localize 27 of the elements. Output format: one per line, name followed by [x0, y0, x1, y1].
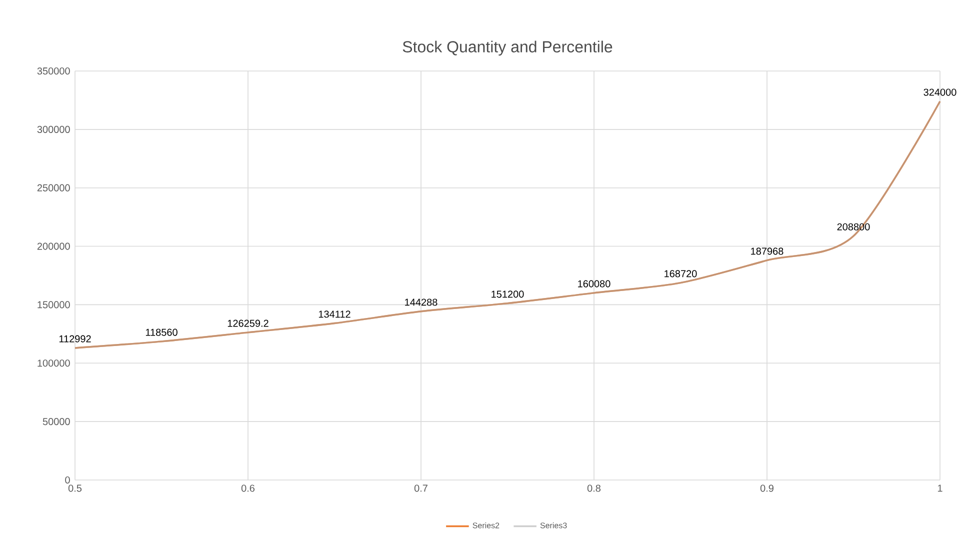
- data-label: 324000: [924, 88, 956, 96]
- legend-label: Series3: [540, 522, 567, 528]
- y-tick-label: 0: [65, 476, 70, 484]
- y-tick-label: 50000: [42, 418, 70, 426]
- data-label: 187968: [751, 248, 784, 255]
- x-tick-label: 1: [938, 484, 942, 492]
- x-tick-label: 0.7: [414, 484, 428, 492]
- y-tick-label: 350000: [37, 67, 70, 75]
- data-label: 118560: [146, 328, 178, 336]
- y-tick-label: 100000: [38, 360, 70, 367]
- y-tick-label: 300000: [37, 126, 70, 133]
- data-label: 134112: [318, 310, 350, 318]
- data-label: 112992: [59, 335, 91, 342]
- data-label: 160080: [578, 280, 610, 288]
- x-tick-label: 0.9: [760, 484, 774, 492]
- data-label: 151200: [492, 290, 524, 298]
- x-tick-label: 0.5: [68, 484, 82, 492]
- x-tick-label: 0.6: [241, 484, 255, 492]
- y-tick-label: 150000: [38, 301, 70, 308]
- x-tick-label: 0.8: [587, 484, 601, 492]
- data-label: 126259.2: [228, 320, 268, 327]
- y-tick-label: 250000: [37, 184, 70, 192]
- data-label: 168720: [664, 270, 697, 278]
- y-tick-label: 200000: [37, 242, 70, 250]
- chart-title: Stock Quantity and Percentile: [402, 40, 612, 56]
- data-label: 144288: [405, 298, 438, 306]
- legend-label: Series2: [472, 522, 500, 528]
